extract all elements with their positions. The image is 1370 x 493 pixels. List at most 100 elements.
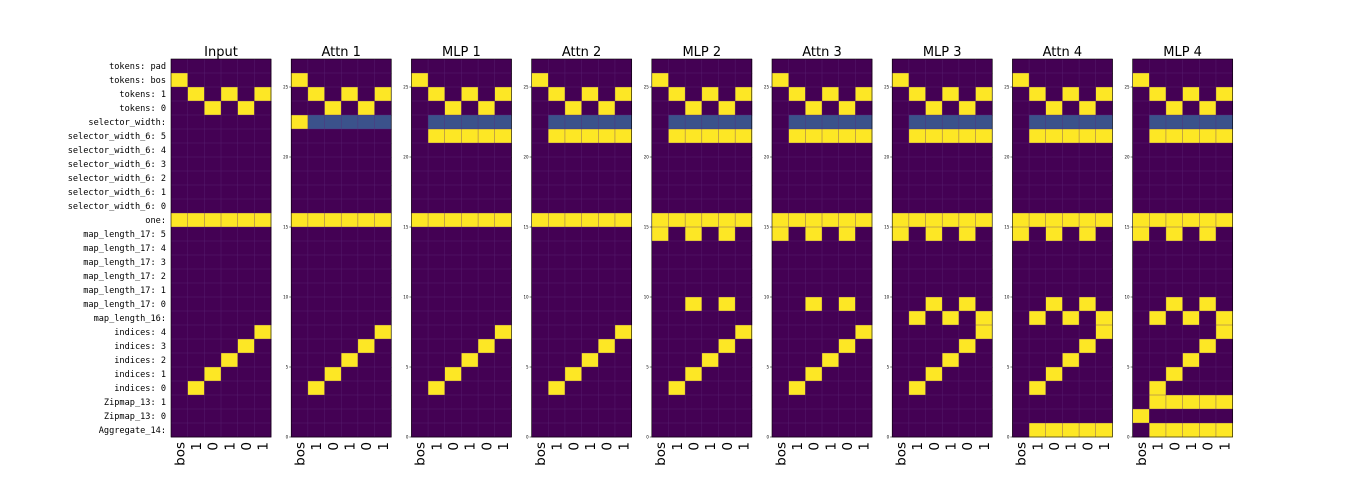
heatmap-cell <box>958 395 976 410</box>
heatmap-cell <box>444 227 462 242</box>
heatmap-cell <box>942 59 960 74</box>
heatmap-cell <box>428 353 446 368</box>
heatmap-cell <box>1045 73 1063 88</box>
heatmap-cell <box>668 339 686 354</box>
heatmap-cell <box>718 199 736 214</box>
heatmap-cell <box>461 325 479 340</box>
heatmap-cell <box>1215 269 1234 284</box>
heatmap-cell <box>855 241 873 256</box>
heatmap-cell <box>411 227 429 242</box>
heatmap-cell <box>291 339 309 354</box>
heatmap-cell <box>892 143 910 158</box>
heatmap-cell <box>1029 423 1047 438</box>
heatmap-cell <box>1149 241 1167 256</box>
heatmap-cell <box>772 423 790 438</box>
heatmap-cell <box>204 283 222 298</box>
heatmap-cell <box>307 213 325 228</box>
heatmap-cell <box>772 101 790 116</box>
heatmap-cell <box>548 269 566 284</box>
heatmap-cell <box>892 171 910 186</box>
heatmap-cell <box>254 143 272 158</box>
heatmap-cell <box>1062 129 1080 144</box>
heatmap-cell <box>1045 381 1063 396</box>
heatmap-cell <box>651 73 669 88</box>
heatmap-cell <box>324 325 342 340</box>
heatmap-cell <box>1199 353 1217 368</box>
x-tick-label: 0 <box>566 442 582 451</box>
heatmap-cell <box>581 171 599 186</box>
heatmap-cell <box>614 199 633 214</box>
heatmap-cell <box>1029 339 1047 354</box>
heatmap-cell <box>772 227 790 242</box>
heatmap-cell <box>221 367 239 382</box>
heatmap-cell <box>1012 157 1030 172</box>
heatmap-cell <box>531 381 549 396</box>
x-tick-label: 1 <box>1151 442 1167 451</box>
heatmap-cell <box>685 353 703 368</box>
heatmap-cell <box>548 255 566 270</box>
row-label: selector_width: <box>88 118 166 128</box>
heatmap-cell <box>254 101 272 116</box>
heatmap-cell <box>668 171 686 186</box>
heatmap-cell <box>805 367 823 382</box>
heatmap-cell <box>614 87 633 102</box>
heatmap-cell <box>855 311 873 326</box>
heatmap-cell <box>701 227 719 242</box>
heatmap-cell <box>718 185 736 200</box>
heatmap-cell <box>925 339 943 354</box>
x-tick-label: 0 <box>359 442 375 451</box>
panel-frame <box>1132 58 1233 438</box>
heatmap-cell <box>1199 59 1217 74</box>
heatmap-cell <box>892 59 910 74</box>
heatmap-cell <box>1182 409 1200 424</box>
heatmap-cell <box>307 353 325 368</box>
heatmap-cell <box>581 115 599 130</box>
heatmap-cell <box>925 325 943 340</box>
heatmap-cell <box>461 283 479 298</box>
heatmap-cell <box>341 115 359 130</box>
heatmap-cell <box>668 353 686 368</box>
heatmap-cell <box>1149 185 1167 200</box>
heatmap-cell <box>718 101 736 116</box>
panel-title: MLP 1 <box>442 45 481 60</box>
heatmap-cell <box>1149 409 1167 424</box>
heatmap-cell <box>307 87 325 102</box>
heatmap-cell <box>788 129 806 144</box>
heatmap-cell <box>1029 157 1047 172</box>
heatmap-cell <box>171 255 189 270</box>
heatmap-cell <box>324 87 342 102</box>
heatmap-cell <box>221 115 239 130</box>
heatmap-cell <box>788 143 806 158</box>
heatmap-cell <box>685 409 703 424</box>
heatmap-cell <box>925 269 943 284</box>
heatmap-cell <box>548 409 566 424</box>
heatmap-cell <box>651 353 669 368</box>
heatmap-cell <box>237 381 255 396</box>
heatmap-cell <box>444 395 462 410</box>
heatmap-cell <box>908 157 926 172</box>
heatmap-cell <box>1012 241 1030 256</box>
heatmap-cell <box>374 339 392 354</box>
heatmap-cell <box>444 143 462 158</box>
heatmap-cell <box>908 423 926 438</box>
heatmap-cell <box>701 185 719 200</box>
heatmap-cell <box>925 297 943 312</box>
heatmap-cell <box>735 199 753 214</box>
heatmap-cell <box>461 73 479 88</box>
heatmap-cell <box>254 171 272 186</box>
y-tick-label: 20 <box>644 155 650 160</box>
x-tick-label: 0 <box>686 442 702 451</box>
heatmap-cell <box>614 171 633 186</box>
heatmap-cell <box>614 241 633 256</box>
y-tick-label: 10 <box>644 295 650 300</box>
heatmap-cell <box>237 213 255 228</box>
heatmap-cell <box>291 241 309 256</box>
heatmap-cell <box>1062 241 1080 256</box>
heatmap-cell <box>531 255 549 270</box>
heatmap-cell <box>1215 325 1234 340</box>
heatmap-cell <box>444 199 462 214</box>
heatmap-cell <box>942 325 960 340</box>
heatmap-cell <box>718 423 736 438</box>
